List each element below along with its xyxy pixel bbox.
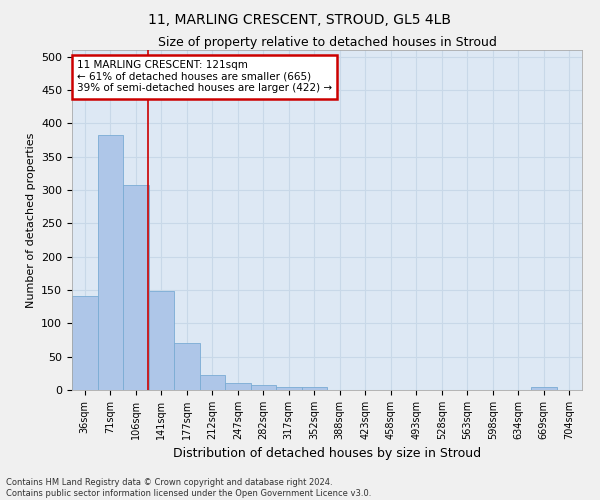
Bar — [149, 292, 174, 390]
Bar — [251, 386, 276, 390]
Bar — [199, 376, 225, 390]
Text: 11 MARLING CRESCENT: 121sqm
← 61% of detached houses are smaller (665)
39% of se: 11 MARLING CRESCENT: 121sqm ← 61% of det… — [77, 60, 332, 94]
Bar — [531, 388, 557, 390]
Y-axis label: Number of detached properties: Number of detached properties — [26, 132, 35, 308]
Text: Contains HM Land Registry data © Crown copyright and database right 2024.
Contai: Contains HM Land Registry data © Crown c… — [6, 478, 371, 498]
Bar — [97, 134, 123, 390]
Bar — [276, 388, 302, 390]
Bar — [72, 296, 97, 390]
Title: Size of property relative to detached houses in Stroud: Size of property relative to detached ho… — [158, 36, 496, 49]
Bar — [123, 184, 149, 390]
Bar — [174, 344, 199, 390]
Text: 11, MARLING CRESCENT, STROUD, GL5 4LB: 11, MARLING CRESCENT, STROUD, GL5 4LB — [149, 12, 452, 26]
X-axis label: Distribution of detached houses by size in Stroud: Distribution of detached houses by size … — [173, 448, 481, 460]
Bar — [225, 384, 251, 390]
Bar — [302, 388, 327, 390]
